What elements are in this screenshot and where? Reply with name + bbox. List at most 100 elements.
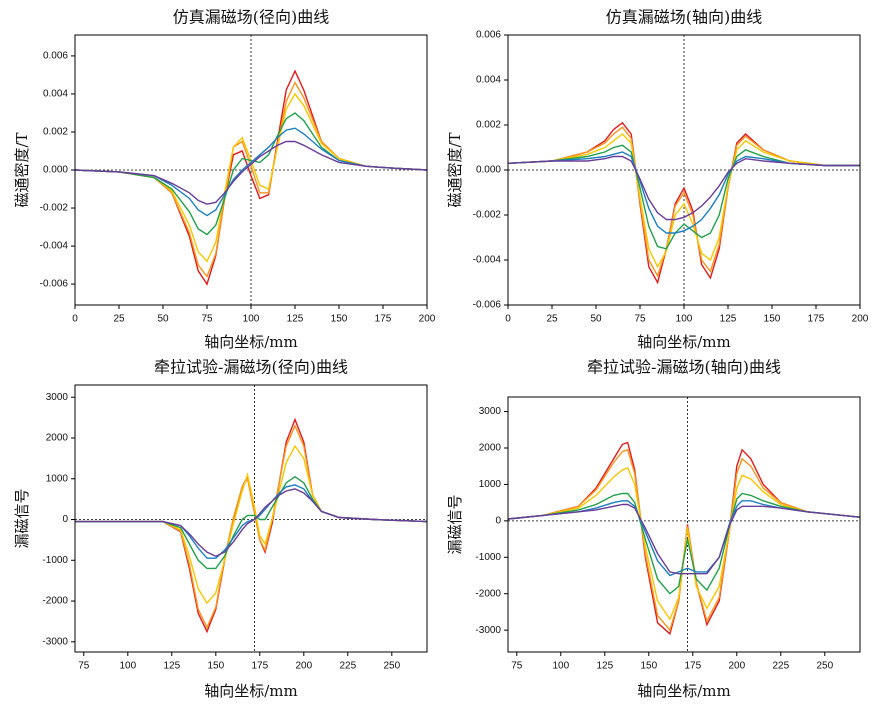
y-tick-label: 0.000 [476,165,501,176]
y-tick-label: -0.006 [40,279,69,290]
series-line [74,112,428,236]
x-tick-label: 250 [383,661,400,672]
x-tick-label: 0 [72,314,78,325]
series-line [507,126,860,278]
y-axis-label: 磁通密度/T [446,132,464,207]
plot-frame [507,34,861,306]
x-tick-label: 175 [684,661,701,672]
series-line [507,492,861,595]
y-tick-label: 0.004 [476,75,501,86]
series-line [507,151,860,234]
plot-frame [74,34,428,306]
x-tick-label: 75 [78,661,90,672]
x-tick-label: 125 [287,314,304,325]
y-tick-label: 0.000 [43,165,68,176]
x-tick-label: 0 [505,314,511,325]
x-tick-label: 75 [201,314,213,325]
x-tick-label: 100 [243,314,260,325]
y-tick-label: 3000 [46,392,69,403]
y-tick-label: -0.002 [473,210,502,221]
x-tick-label: 200 [728,661,745,672]
y-tick-label: -0.006 [473,300,502,311]
series-line [75,488,428,557]
series-line [74,140,428,205]
y-tick-label: 0.006 [476,30,501,41]
series-line [507,155,860,221]
x-tick-label: 25 [546,314,558,325]
x-tick-label: 150 [640,661,657,672]
y-tick-label: -1000 [42,555,68,566]
y-tick-label: 0.002 [476,120,501,131]
chart-title: 仿真漏磁场(轴向)曲线 [606,8,763,27]
y-tick-label: -3000 [42,636,68,647]
chart-title: 仿真漏磁场(径向)曲线 [173,8,330,27]
y-axis-label: 磁通密度/T [13,132,31,207]
x-tick-label: 200 [295,661,312,672]
x-tick-label: 250 [816,661,833,672]
x-tick-label: 200 [419,314,436,325]
y-tick-label: 2000 [46,433,69,444]
series-line [507,500,861,577]
series-line [507,448,861,632]
x-tick-label: 200 [852,314,869,325]
x-tick-label: 225 [339,661,356,672]
x-tick-label: 125 [163,661,180,672]
x-tick-label: 25 [113,314,125,325]
x-tick-label: 150 [207,661,224,672]
y-tick-label: -0.004 [40,241,69,252]
series-line [507,441,861,636]
x-tick-label: 175 [251,661,268,672]
x-tick-label: 75 [511,661,523,672]
plot-frame [74,384,428,653]
chart-title: 牵拉试验-漏磁场(径向)曲线 [154,358,348,377]
x-axis-label: 轴向坐标/mm [637,333,731,351]
y-tick-label: -3000 [475,625,501,636]
x-tick-label: 150 [331,314,348,325]
y-tick-label: 2000 [479,443,502,454]
series-line [507,467,861,621]
series-line [507,503,861,575]
x-axis-label: 轴向坐标/mm [204,333,298,351]
x-tick-label: 150 [764,314,781,325]
series-line [507,133,860,269]
x-axis-label: 轴向坐标/mm [637,682,731,700]
series-line [507,144,860,250]
series-line [75,417,428,634]
x-tick-label: 125 [596,661,613,672]
y-tick-label: 0.006 [43,51,68,62]
x-axis-label: 轴向坐标/mm [204,682,298,700]
y-tick-label: 0.004 [43,89,68,100]
y-tick-label: 3000 [479,406,502,417]
x-tick-label: 100 [552,661,569,672]
x-tick-label: 50 [157,314,169,325]
x-tick-label: 175 [808,314,825,325]
series-line [74,127,428,217]
y-tick-label: -0.004 [473,255,502,266]
x-tick-label: 225 [772,661,789,672]
x-tick-label: 100 [676,314,693,325]
x-tick-label: 100 [119,661,136,672]
chart-title: 牵拉试验-漏磁场(轴向)曲线 [587,358,781,377]
y-tick-label: 0 [62,514,68,525]
x-tick-label: 175 [375,314,392,325]
series-line [507,121,860,285]
series-line [74,80,428,278]
x-tick-label: 50 [590,314,602,325]
y-tick-label: 0.002 [43,127,68,138]
y-axis-label: 漏磁信号 [13,488,31,548]
y-tick-label: -2000 [42,596,68,607]
y-axis-label: 漏磁信号 [446,494,464,554]
y-tick-label: 1000 [46,473,69,484]
x-tick-label: 125 [720,314,737,325]
y-tick-label: 0 [495,515,501,526]
y-tick-label: 1000 [479,479,502,490]
y-tick-label: -0.002 [40,203,69,214]
plot-frame [507,396,861,653]
series-line [75,475,428,570]
series-line [75,444,428,605]
x-tick-label: 75 [634,314,646,325]
